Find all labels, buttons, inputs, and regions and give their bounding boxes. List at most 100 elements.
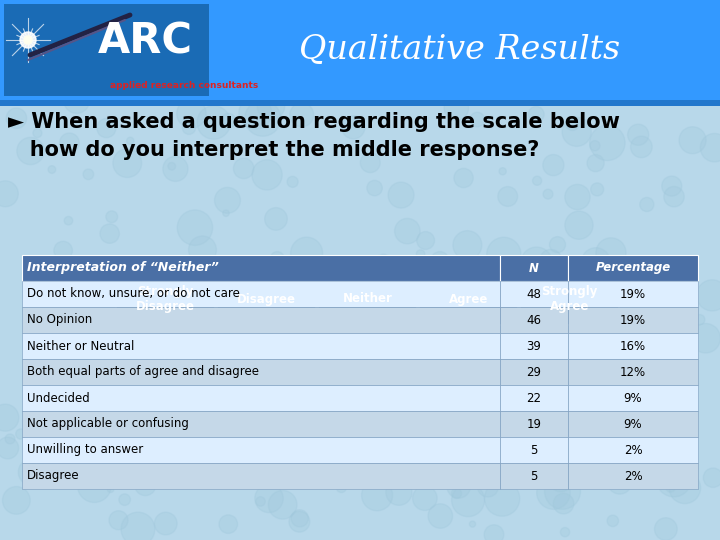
Circle shape [48, 166, 55, 173]
Text: 9%: 9% [624, 392, 642, 404]
Circle shape [154, 512, 177, 535]
Circle shape [17, 137, 44, 165]
Text: 2%: 2% [624, 469, 642, 483]
Circle shape [666, 483, 675, 492]
Circle shape [608, 470, 632, 494]
Bar [22, 411, 500, 437]
Circle shape [495, 357, 521, 382]
Circle shape [590, 125, 625, 160]
Circle shape [322, 458, 343, 480]
Circle shape [477, 476, 498, 497]
Circle shape [222, 210, 229, 217]
Circle shape [291, 237, 323, 269]
Circle shape [246, 300, 274, 328]
Circle shape [83, 169, 94, 180]
Circle shape [572, 362, 587, 377]
Bar [22, 255, 500, 281]
Circle shape [566, 117, 580, 131]
Text: Disagree: Disagree [237, 293, 296, 306]
Circle shape [59, 348, 92, 381]
Bar [116, 273, 215, 325]
Circle shape [63, 87, 89, 113]
Text: 22: 22 [526, 392, 541, 404]
Circle shape [416, 250, 425, 258]
Text: N: N [529, 261, 539, 274]
Circle shape [553, 494, 574, 514]
Circle shape [168, 163, 176, 170]
Circle shape [585, 400, 604, 420]
Circle shape [417, 232, 435, 249]
Text: 5: 5 [531, 443, 538, 456]
Text: ► When asked a question regarding the scale below: ► When asked a question regarding the sc… [8, 112, 620, 132]
Text: 9%: 9% [624, 417, 642, 430]
Circle shape [134, 394, 158, 417]
Bar [520, 273, 619, 325]
Circle shape [245, 100, 281, 136]
Circle shape [550, 470, 572, 492]
Circle shape [444, 96, 469, 120]
Circle shape [485, 481, 520, 516]
Circle shape [562, 264, 591, 294]
Circle shape [467, 332, 498, 363]
Circle shape [64, 217, 73, 225]
Circle shape [222, 360, 249, 386]
Bar [568, 437, 698, 463]
Circle shape [320, 424, 333, 437]
Bar [568, 385, 698, 411]
Bar [568, 281, 698, 307]
Circle shape [106, 211, 117, 222]
Circle shape [289, 511, 310, 532]
Circle shape [252, 160, 282, 190]
Circle shape [191, 396, 210, 415]
Circle shape [539, 249, 562, 272]
Circle shape [256, 497, 265, 506]
Circle shape [447, 475, 470, 498]
Circle shape [598, 318, 608, 327]
Text: 39: 39 [526, 340, 541, 353]
Bar [22, 463, 500, 489]
Circle shape [590, 140, 600, 151]
Bar [318, 273, 417, 325]
Text: 19%: 19% [620, 314, 646, 327]
Circle shape [20, 32, 36, 48]
Circle shape [590, 183, 603, 196]
Circle shape [428, 504, 453, 528]
Text: 16%: 16% [620, 340, 646, 353]
Circle shape [257, 92, 284, 120]
Circle shape [494, 278, 506, 291]
Bar [500, 333, 568, 359]
Circle shape [121, 512, 155, 540]
Circle shape [407, 375, 431, 399]
Circle shape [0, 404, 19, 431]
Circle shape [106, 271, 115, 280]
Circle shape [219, 515, 238, 534]
Circle shape [431, 252, 449, 270]
Circle shape [189, 398, 215, 424]
Circle shape [354, 410, 388, 444]
Circle shape [233, 472, 242, 481]
Circle shape [290, 103, 314, 127]
Circle shape [261, 328, 273, 339]
Circle shape [565, 211, 593, 239]
Circle shape [399, 403, 406, 410]
Circle shape [112, 280, 135, 303]
Circle shape [0, 181, 18, 207]
Circle shape [405, 474, 414, 483]
Circle shape [197, 106, 230, 139]
Bar [22, 307, 500, 333]
Circle shape [234, 309, 256, 332]
Text: Qualitative Results: Qualitative Results [300, 34, 621, 66]
Text: applied research consultants: applied research consultants [110, 82, 258, 91]
Circle shape [305, 436, 323, 455]
Circle shape [333, 415, 349, 430]
Circle shape [18, 459, 45, 485]
Circle shape [36, 460, 44, 467]
Circle shape [100, 224, 120, 244]
Text: 5: 5 [531, 469, 538, 483]
Circle shape [307, 360, 341, 394]
Bar [500, 385, 568, 411]
Circle shape [291, 510, 308, 527]
Bar [500, 281, 568, 307]
Bar [22, 281, 500, 307]
Text: Agree: Agree [449, 293, 488, 306]
